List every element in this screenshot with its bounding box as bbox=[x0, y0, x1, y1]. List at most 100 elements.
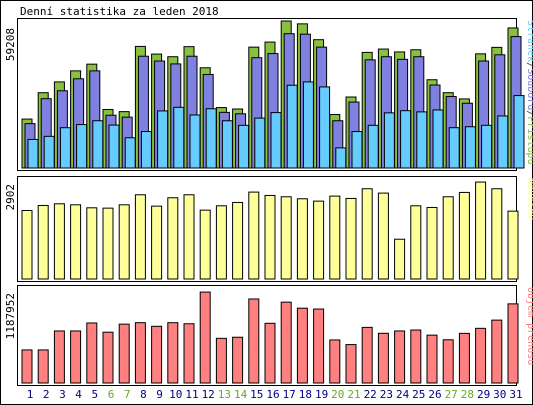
x-tick-label-15: 15 bbox=[250, 388, 263, 401]
bar-traffic-Stránek-5 bbox=[92, 120, 104, 169]
bar-traffic-Stránek-29 bbox=[481, 124, 493, 169]
bar-traffic-Stránek-4 bbox=[76, 124, 88, 169]
bar-visits-Návštěv-13 bbox=[215, 205, 227, 280]
bar-traffic-Stránek-1 bbox=[27, 138, 39, 169]
bar-visits-Návštěv-26 bbox=[426, 206, 438, 280]
bar-traffic-Stránek-16 bbox=[270, 112, 282, 169]
bar-visits-Návštěv-3 bbox=[53, 203, 65, 280]
legend-traffic: Stránek/Souborů/Přístupů bbox=[525, 20, 533, 165]
x-tick-label-16: 16 bbox=[266, 388, 279, 401]
bar-traffic-Stránek-9 bbox=[157, 110, 169, 169]
bar-traffic-Stránek-26 bbox=[432, 109, 444, 169]
bar-visits-Návštěv-19 bbox=[313, 200, 325, 280]
legend-entry: Souborů bbox=[525, 68, 533, 110]
bar-volume-Objem přenosu-30 bbox=[491, 319, 503, 384]
bar-traffic-Stránek-18 bbox=[302, 81, 314, 169]
bar-visits-Návštěv-15 bbox=[248, 191, 260, 280]
x-tick-label-22: 22 bbox=[364, 388, 377, 401]
bar-volume-Objem přenosu-26 bbox=[426, 334, 438, 384]
bar-volume-Objem přenosu-16 bbox=[264, 322, 276, 384]
bar-visits-Návštěv-6 bbox=[102, 207, 114, 280]
x-tick-label-31: 31 bbox=[509, 388, 522, 401]
bar-volume-Objem přenosu-15 bbox=[248, 298, 260, 384]
bar-visits-Návštěv-20 bbox=[329, 195, 341, 280]
bar-volume-Objem přenosu-9 bbox=[151, 325, 163, 384]
legend-volume: Objem přenosu bbox=[525, 287, 533, 365]
x-tick-label-3: 3 bbox=[59, 388, 66, 401]
bar-traffic-Stránek-28 bbox=[464, 126, 476, 169]
bar-traffic-Stránek-15 bbox=[254, 117, 266, 169]
x-tick-label-11: 11 bbox=[185, 388, 198, 401]
bar-visits-Návštěv-2 bbox=[37, 204, 49, 280]
bar-traffic-Stránek-21 bbox=[351, 131, 363, 169]
x-tick-label-10: 10 bbox=[169, 388, 182, 401]
x-tick-label-24: 24 bbox=[396, 388, 410, 401]
bar-volume-Objem přenosu-5 bbox=[86, 322, 98, 384]
x-tick-label-9: 9 bbox=[156, 388, 163, 401]
y-tick-volume: 1187952 bbox=[4, 293, 17, 339]
bar-visits-Návštěv-27 bbox=[442, 196, 454, 280]
bar-traffic-Stránek-7 bbox=[124, 137, 136, 169]
bar-volume-Objem přenosu-10 bbox=[167, 322, 179, 384]
bar-volume-Objem přenosu-7 bbox=[118, 323, 130, 384]
legend-entry: / bbox=[525, 62, 533, 68]
x-tick-label-23: 23 bbox=[380, 388, 393, 401]
x-tick-label-19: 19 bbox=[315, 388, 328, 401]
legend-entry: Návštěv bbox=[525, 178, 533, 220]
bar-visits-Návštěv-18 bbox=[296, 198, 308, 280]
bar-volume-Objem přenosu-20 bbox=[329, 339, 341, 384]
bar-volume-Objem přenosu-12 bbox=[199, 291, 211, 384]
bar-volume-Objem přenosu-31 bbox=[507, 303, 519, 384]
bar-volume-Objem přenosu-4 bbox=[70, 330, 82, 384]
bar-traffic-Stránek-30 bbox=[497, 115, 509, 169]
bar-volume-Objem přenosu-1 bbox=[21, 349, 33, 384]
bar-visits-Návštěv-16 bbox=[264, 194, 276, 280]
bar-traffic-Stránek-24 bbox=[400, 110, 412, 169]
legend-entry: Stránek bbox=[525, 20, 533, 62]
bar-traffic-Stránek-31 bbox=[513, 95, 525, 169]
bar-volume-Objem přenosu-28 bbox=[458, 332, 470, 384]
bar-volume-Objem přenosu-25 bbox=[410, 329, 422, 384]
x-tick-label-14: 14 bbox=[234, 388, 248, 401]
bar-visits-Návštěv-24 bbox=[394, 238, 406, 280]
x-tick-label-1: 1 bbox=[27, 388, 34, 401]
x-tick-label-25: 25 bbox=[412, 388, 425, 401]
legend-entry: Přístupů bbox=[525, 116, 533, 164]
x-tick-label-20: 20 bbox=[331, 388, 344, 401]
y-tick-traffic: 59208 bbox=[4, 28, 17, 61]
bar-visits-Návštěv-8 bbox=[134, 194, 146, 280]
x-tick-label-27: 27 bbox=[445, 388, 458, 401]
bar-volume-Objem přenosu-3 bbox=[53, 330, 65, 384]
bar-visits-Návštěv-21 bbox=[345, 197, 357, 280]
legend-entry: Objem přenosu bbox=[525, 287, 533, 365]
bar-traffic-Stránek-2 bbox=[43, 135, 55, 169]
bar-traffic-Stránek-11 bbox=[189, 114, 201, 169]
bar-volume-Objem přenosu-19 bbox=[313, 308, 325, 384]
bar-traffic-Stránek-20 bbox=[335, 147, 347, 169]
bar-visits-Návštěv-1 bbox=[21, 209, 33, 280]
bar-traffic-Stránek-25 bbox=[416, 111, 428, 169]
bar-volume-Objem přenosu-18 bbox=[296, 307, 308, 384]
bar-traffic-Stránek-14 bbox=[238, 124, 250, 169]
x-tick-label-29: 29 bbox=[477, 388, 490, 401]
x-tick-label-8: 8 bbox=[140, 388, 147, 401]
bar-volume-Objem přenosu-22 bbox=[361, 326, 373, 384]
bar-volume-Objem přenosu-8 bbox=[134, 322, 146, 384]
bar-visits-Návštěv-25 bbox=[410, 205, 422, 280]
x-tick-label-6: 6 bbox=[108, 388, 115, 401]
bar-volume-Objem přenosu-6 bbox=[102, 331, 114, 384]
x-tick-label-5: 5 bbox=[91, 388, 98, 401]
bar-visits-Návštěv-5 bbox=[86, 207, 98, 280]
bar-volume-Objem přenosu-14 bbox=[232, 336, 244, 384]
bar-traffic-Stránek-12 bbox=[205, 108, 217, 169]
bar-volume-Objem přenosu-11 bbox=[183, 323, 195, 384]
bar-traffic-Stránek-19 bbox=[319, 86, 331, 169]
legend-visits: Návštěv bbox=[525, 178, 533, 220]
bar-traffic-Stránek-23 bbox=[383, 112, 395, 169]
bar-traffic-Stránek-17 bbox=[286, 84, 298, 169]
bar-traffic-Stránek-3 bbox=[59, 127, 71, 169]
bar-visits-Návštěv-17 bbox=[280, 196, 292, 280]
bar-volume-Objem přenosu-21 bbox=[345, 344, 357, 384]
bar-traffic-Stránek-27 bbox=[448, 127, 460, 169]
